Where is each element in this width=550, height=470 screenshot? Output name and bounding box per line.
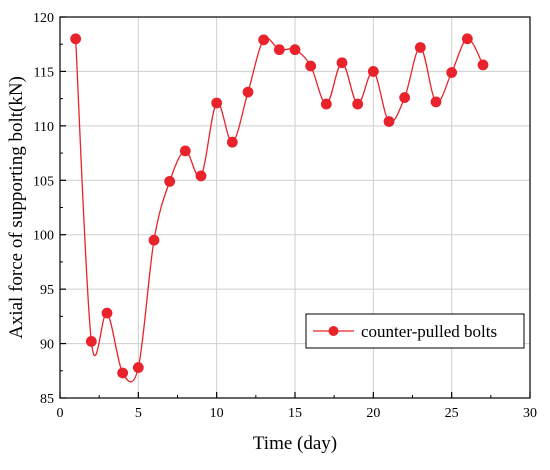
x-tick-label: 5 — [135, 406, 142, 421]
data-point — [242, 86, 254, 98]
data-point — [179, 145, 191, 157]
data-point — [132, 362, 144, 373]
x-tick-label: 20 — [366, 406, 380, 421]
data-point — [226, 136, 238, 148]
data-point — [320, 98, 332, 110]
x-tick-label: 25 — [445, 406, 459, 421]
y-tick-label: 100 — [33, 229, 54, 244]
data-point — [117, 367, 129, 379]
data-point — [211, 97, 223, 109]
data-point — [414, 42, 426, 53]
data-point — [383, 116, 395, 127]
data-point — [164, 175, 176, 187]
y-axis-title: Axial force of supporting bolt(kN) — [6, 76, 27, 339]
data-point — [289, 44, 301, 56]
data-point — [305, 60, 317, 72]
data-point — [101, 307, 113, 319]
data-point — [461, 33, 473, 45]
data-point — [273, 44, 285, 56]
x-tick-label: 10 — [210, 406, 224, 421]
data-point — [430, 96, 442, 108]
data-point — [148, 234, 160, 246]
data-point — [258, 34, 270, 46]
x-tick-label: 0 — [57, 406, 64, 421]
data-point — [352, 98, 364, 110]
data-point — [399, 92, 411, 103]
legend: counter-pulled bolts — [305, 313, 525, 349]
x-tick-label: 15 — [288, 406, 302, 421]
data-point — [336, 57, 348, 69]
y-tick-label: 105 — [33, 174, 54, 189]
data-point — [446, 67, 458, 78]
axis-ticks: 0 5 10 15 20 25 30 85 90 95 100 105 110 115 120 — [33, 11, 537, 421]
legend-label: counter-pulled bolts — [361, 322, 497, 341]
y-tick-label: 120 — [33, 11, 54, 26]
grid-lines — [60, 17, 530, 398]
y-tick-label: 110 — [34, 120, 54, 135]
y-tick-label: 90 — [40, 338, 54, 353]
data-point — [367, 66, 379, 77]
y-tick-label: 85 — [40, 392, 54, 407]
data-point — [195, 170, 207, 182]
data-point — [70, 33, 82, 45]
data-point — [85, 335, 97, 347]
data-point — [477, 59, 489, 71]
series-layer — [70, 33, 489, 383]
y-tick-label: 95 — [40, 283, 54, 298]
x-tick-label: 30 — [523, 406, 537, 421]
legend-marker-swatch — [328, 326, 339, 336]
x-axis-title: Time (day) — [253, 433, 337, 454]
y-tick-label: 115 — [34, 65, 54, 80]
